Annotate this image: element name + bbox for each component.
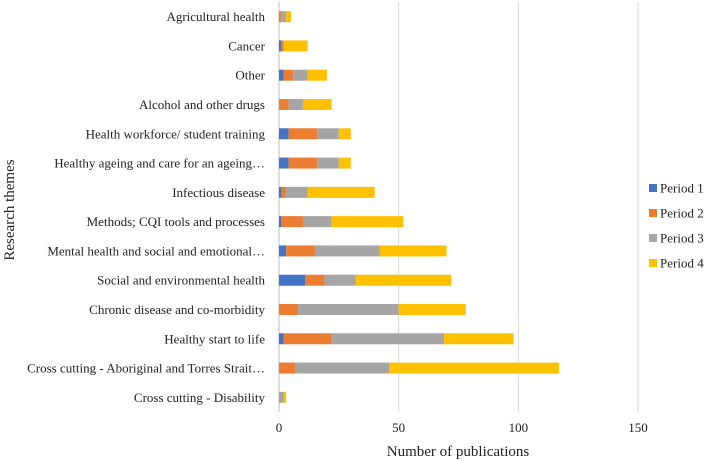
x-tick-label: 150 xyxy=(628,420,648,435)
bar-segment-period-1 xyxy=(279,157,289,169)
category-label: Methods; CQI tools and processes xyxy=(87,214,265,229)
legend-label: Period 2 xyxy=(660,206,704,221)
legend-swatch xyxy=(649,234,657,242)
x-tick-label: 50 xyxy=(392,420,405,435)
bar-segment-period-3 xyxy=(317,128,339,140)
bar-segment-period-3 xyxy=(298,304,399,315)
bar-segment-period-3 xyxy=(331,333,445,345)
bar-segment-period-2 xyxy=(281,186,287,198)
category-labels: Agricultural health Cancer Other Alcohol an… xyxy=(27,9,266,405)
legend-swatch xyxy=(649,209,657,217)
bar-segment-period-2 xyxy=(281,216,303,228)
bar-segment-period-4 xyxy=(338,128,351,140)
category-label: Mental health and social and emotional… xyxy=(47,243,265,258)
legend: Period 1 Period 2 Period 3 Period 4 xyxy=(649,181,704,271)
bar-segment-period-2 xyxy=(279,304,299,315)
bar-segment-period-3 xyxy=(317,157,339,169)
bar-segment-period-4 xyxy=(302,99,332,110)
bar-segment-period-4 xyxy=(398,304,466,315)
bar-segment-period-3 xyxy=(279,391,284,403)
bar-segment-period-3 xyxy=(286,186,308,198)
gridlines xyxy=(398,2,639,412)
bar-segment-period-2 xyxy=(279,99,289,110)
bar-segment-period-2 xyxy=(283,69,294,81)
category-label: Alcohol and other drugs xyxy=(139,97,265,112)
bar-segment-period-2 xyxy=(279,362,296,374)
bar-segment-period-2 xyxy=(288,157,318,169)
bar-segment-period-2 xyxy=(279,11,282,23)
bar-segment-period-3 xyxy=(281,11,287,23)
category-label: Infectious disease xyxy=(172,185,265,200)
category-label: Cross cutting - Aboriginal and Torres St… xyxy=(27,361,265,376)
bars xyxy=(279,11,560,403)
legend-swatch xyxy=(649,184,657,192)
bar-segment-period-4 xyxy=(283,40,308,52)
bar-segment-period-3 xyxy=(293,69,308,81)
category-label: Healthy ageing and care for an ageing… xyxy=(54,156,265,171)
bar-segment-period-3 xyxy=(288,99,303,110)
bar-segment-period-1 xyxy=(279,274,306,286)
bar-segment-period-4 xyxy=(307,69,327,81)
bar-segment-period-4 xyxy=(444,333,514,345)
bar-segment-period-1 xyxy=(279,40,282,52)
y-axis-title: Research themes xyxy=(2,159,18,260)
bar-segment-period-2 xyxy=(283,333,332,345)
category-label: Social and environmental health xyxy=(97,273,265,288)
bar-segment-period-4 xyxy=(379,245,447,257)
bar-segment-period-3 xyxy=(324,274,356,286)
category-label: Health workforce/ student training xyxy=(86,126,266,141)
bar-segment-period-1 xyxy=(279,69,284,81)
x-axis-title: Number of publications xyxy=(387,444,530,460)
bar-segment-period-4 xyxy=(389,362,560,374)
bar-segment-period-1 xyxy=(279,128,289,140)
legend-swatch xyxy=(649,259,657,267)
legend-label: Period 1 xyxy=(660,181,704,196)
bar-segment-period-4 xyxy=(307,186,375,198)
bar-segment-period-1 xyxy=(279,245,287,257)
category-label: Agricultural health xyxy=(166,9,265,24)
legend-label: Period 4 xyxy=(660,256,704,271)
bar-segment-period-2 xyxy=(281,40,284,52)
category-label: Cancer xyxy=(228,38,265,53)
bar-segment-period-2 xyxy=(286,245,315,257)
bar-segment-period-3 xyxy=(314,245,380,257)
x-tick-label: 100 xyxy=(509,420,529,435)
bar-segment-period-3 xyxy=(295,362,390,374)
bar-segment-period-3 xyxy=(302,216,332,228)
category-label: Healthy start to life xyxy=(164,331,265,346)
bar-segment-period-4 xyxy=(338,157,351,169)
x-tick-label: 0 xyxy=(276,420,283,435)
bar-segment-period-1 xyxy=(279,216,282,228)
category-label: Cross cutting - Disability xyxy=(134,390,266,405)
legend-label: Period 3 xyxy=(660,231,704,246)
bar-segment-period-4 xyxy=(286,11,291,23)
x-tick-labels: 0 50 100 150 xyxy=(276,420,648,435)
bar-segment-period-2 xyxy=(305,274,325,286)
bar-segment-period-4 xyxy=(355,274,452,286)
bar-segment-period-1 xyxy=(279,333,284,345)
category-label: Chronic disease and co-morbidity xyxy=(89,302,265,317)
bar-segment-period-2 xyxy=(288,128,318,140)
category-label: Other xyxy=(235,68,265,83)
bar-segment-period-4 xyxy=(331,216,404,228)
bar-segment-period-1 xyxy=(279,186,282,198)
bar-segment-period-4 xyxy=(283,391,287,403)
